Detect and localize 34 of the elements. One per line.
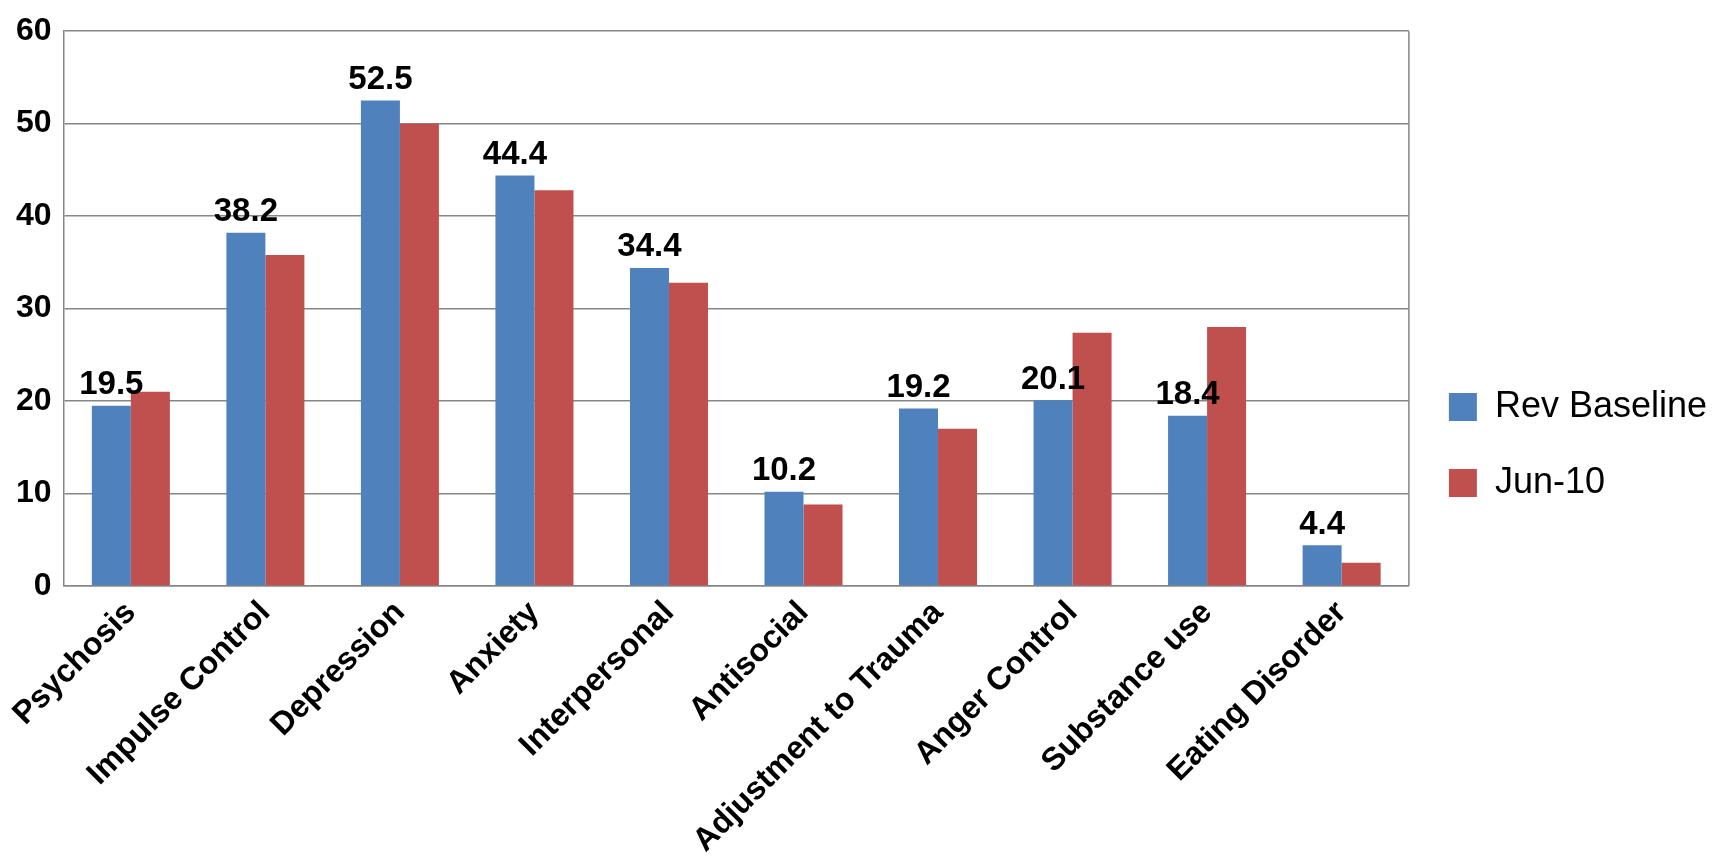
data-label: 52.5 xyxy=(348,59,413,97)
data-label: 4.4 xyxy=(1299,503,1346,541)
data-label: 19.5 xyxy=(79,364,144,402)
bar xyxy=(534,190,574,586)
bar xyxy=(1033,400,1073,586)
y-tick-label: 60 xyxy=(16,11,52,48)
bar xyxy=(1341,562,1381,586)
y-tick-label: 20 xyxy=(16,380,52,417)
bar xyxy=(899,408,939,586)
bar xyxy=(629,267,669,586)
bar xyxy=(764,491,804,586)
data-label: 19.2 xyxy=(886,367,951,405)
y-tick-label: 30 xyxy=(16,288,52,325)
bar xyxy=(399,123,439,586)
y-tick-label: 50 xyxy=(16,103,52,140)
y-tick-label: 10 xyxy=(16,473,52,510)
data-label: 34.4 xyxy=(617,226,683,264)
bar xyxy=(668,282,708,586)
data-label: 44.4 xyxy=(482,134,548,172)
bar xyxy=(91,405,131,586)
bar xyxy=(495,175,535,586)
data-label: 10.2 xyxy=(751,450,817,488)
bar xyxy=(938,428,978,586)
bar xyxy=(226,232,266,586)
bar xyxy=(360,100,400,586)
y-tick-label: 0 xyxy=(33,565,52,602)
legend-label: Rev Baseline xyxy=(1494,383,1708,425)
bar xyxy=(803,504,843,586)
y-tick-label: 40 xyxy=(16,195,52,232)
bar xyxy=(1168,415,1208,586)
legend-label: Jun-10 xyxy=(1494,459,1605,501)
bar xyxy=(265,254,305,586)
data-label: 38.2 xyxy=(213,191,278,229)
bar xyxy=(1302,545,1342,586)
